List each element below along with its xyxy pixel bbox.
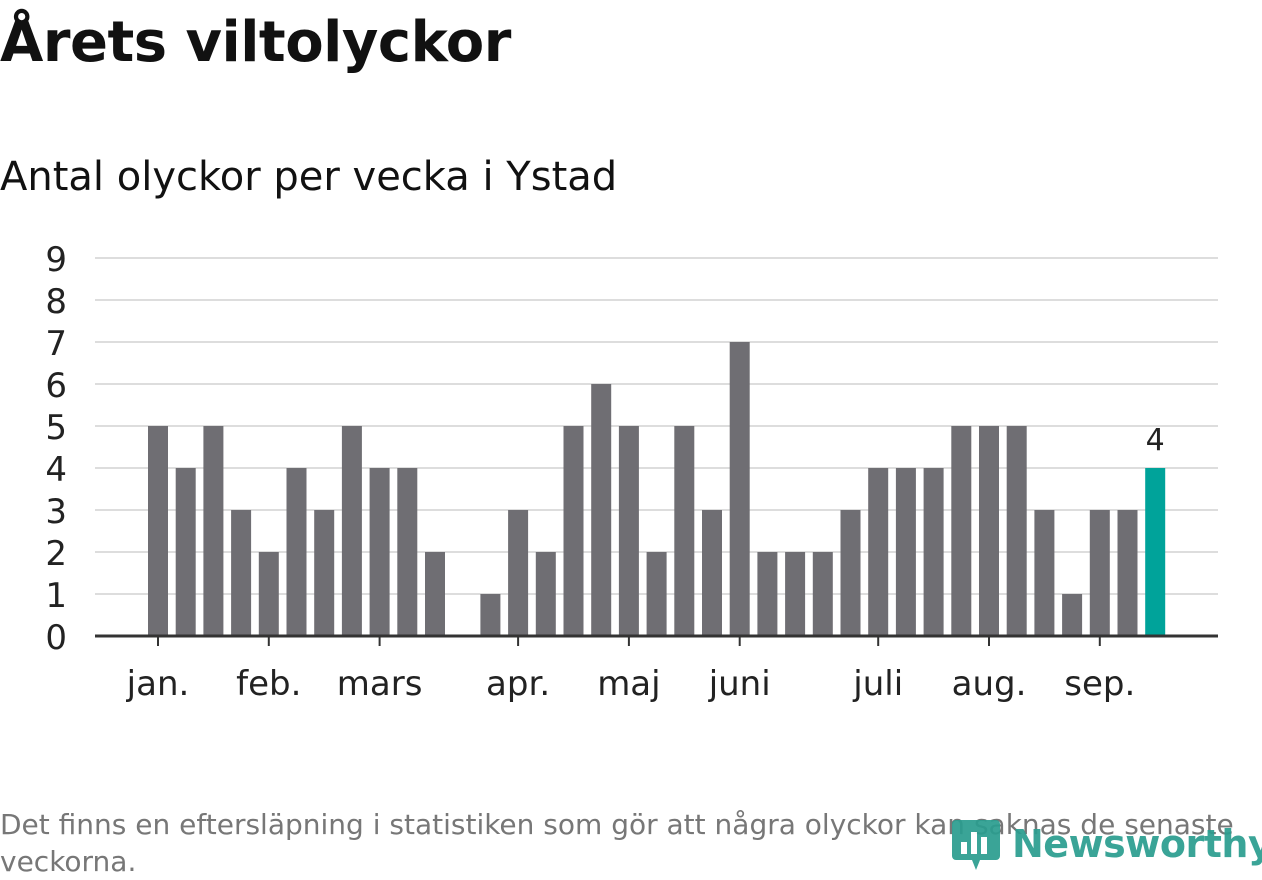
- bar: [480, 594, 501, 636]
- bar: [535, 552, 556, 636]
- y-tick-label: 9: [45, 240, 67, 280]
- y-tick-label: 4: [45, 450, 67, 490]
- x-tick-label: apr.: [486, 664, 550, 704]
- bar: [1006, 426, 1027, 636]
- x-tick-label: juni: [708, 664, 771, 704]
- y-tick-label: 2: [45, 534, 67, 574]
- bar: [1034, 510, 1055, 636]
- y-tick-label: 1: [45, 576, 67, 616]
- x-tick-label: juli: [852, 664, 903, 704]
- bars: [148, 342, 1166, 636]
- data-label: 4: [1146, 423, 1165, 458]
- bar: [1062, 594, 1083, 636]
- bar: [895, 468, 916, 636]
- newsworthy-logo: Newsworthy: [950, 816, 1262, 872]
- bar: [951, 426, 972, 636]
- x-axis-month-ticks: jan. feb. mars apr. maj juni juli aug. sep.: [126, 636, 1135, 704]
- y-tick-label: 3: [45, 492, 67, 532]
- bar: [591, 384, 612, 636]
- bar: [1117, 510, 1138, 636]
- bar: [618, 426, 639, 636]
- bar: [563, 426, 584, 636]
- bar: [425, 552, 445, 636]
- bar: [314, 510, 335, 636]
- y-tick-label: 0: [45, 618, 67, 658]
- bar: [341, 426, 362, 636]
- y-tick-label: 8: [45, 282, 67, 322]
- bar: [286, 468, 307, 636]
- bar: [203, 426, 224, 636]
- footnote: Det finns en eftersläpning i statistiken…: [0, 808, 1234, 878]
- bar: [646, 552, 667, 636]
- bar: [979, 426, 999, 636]
- bar: [1089, 510, 1110, 636]
- x-tick-label: aug.: [952, 664, 1027, 704]
- bar: [258, 552, 279, 636]
- highlighted-bar: [1145, 468, 1166, 636]
- bar-chart-logo-icon: [952, 820, 1000, 870]
- bar: [868, 468, 889, 636]
- y-tick-label: 7: [45, 324, 67, 364]
- bar: [757, 552, 778, 636]
- bar: [175, 468, 196, 636]
- x-tick-label: maj: [597, 664, 660, 704]
- bar: [508, 510, 529, 636]
- bar: [674, 426, 695, 636]
- bar: [729, 342, 750, 636]
- x-tick-label: mars: [337, 664, 423, 704]
- bar: [785, 552, 806, 636]
- bar: [923, 468, 944, 636]
- grid-lines: [95, 257, 1218, 595]
- bar: [397, 468, 418, 636]
- bar: [812, 552, 833, 636]
- x-tick-label: jan.: [126, 664, 190, 704]
- y-tick-label: 6: [45, 366, 67, 406]
- y-tick-label: 5: [45, 408, 67, 448]
- data-labels: 4: [1146, 423, 1165, 458]
- bar: [702, 510, 722, 636]
- logo-text: Newsworthy: [1012, 822, 1262, 866]
- x-tick-label: feb.: [236, 664, 301, 704]
- bar: [369, 468, 390, 636]
- bar: [231, 510, 252, 636]
- chart-subtitle: Antal olyckor per vecka i Ystad: [0, 154, 618, 200]
- chart-title: Årets viltolyckor: [0, 10, 511, 75]
- bar: [148, 426, 168, 636]
- bar: [840, 510, 861, 636]
- x-tick-label: sep.: [1064, 664, 1135, 704]
